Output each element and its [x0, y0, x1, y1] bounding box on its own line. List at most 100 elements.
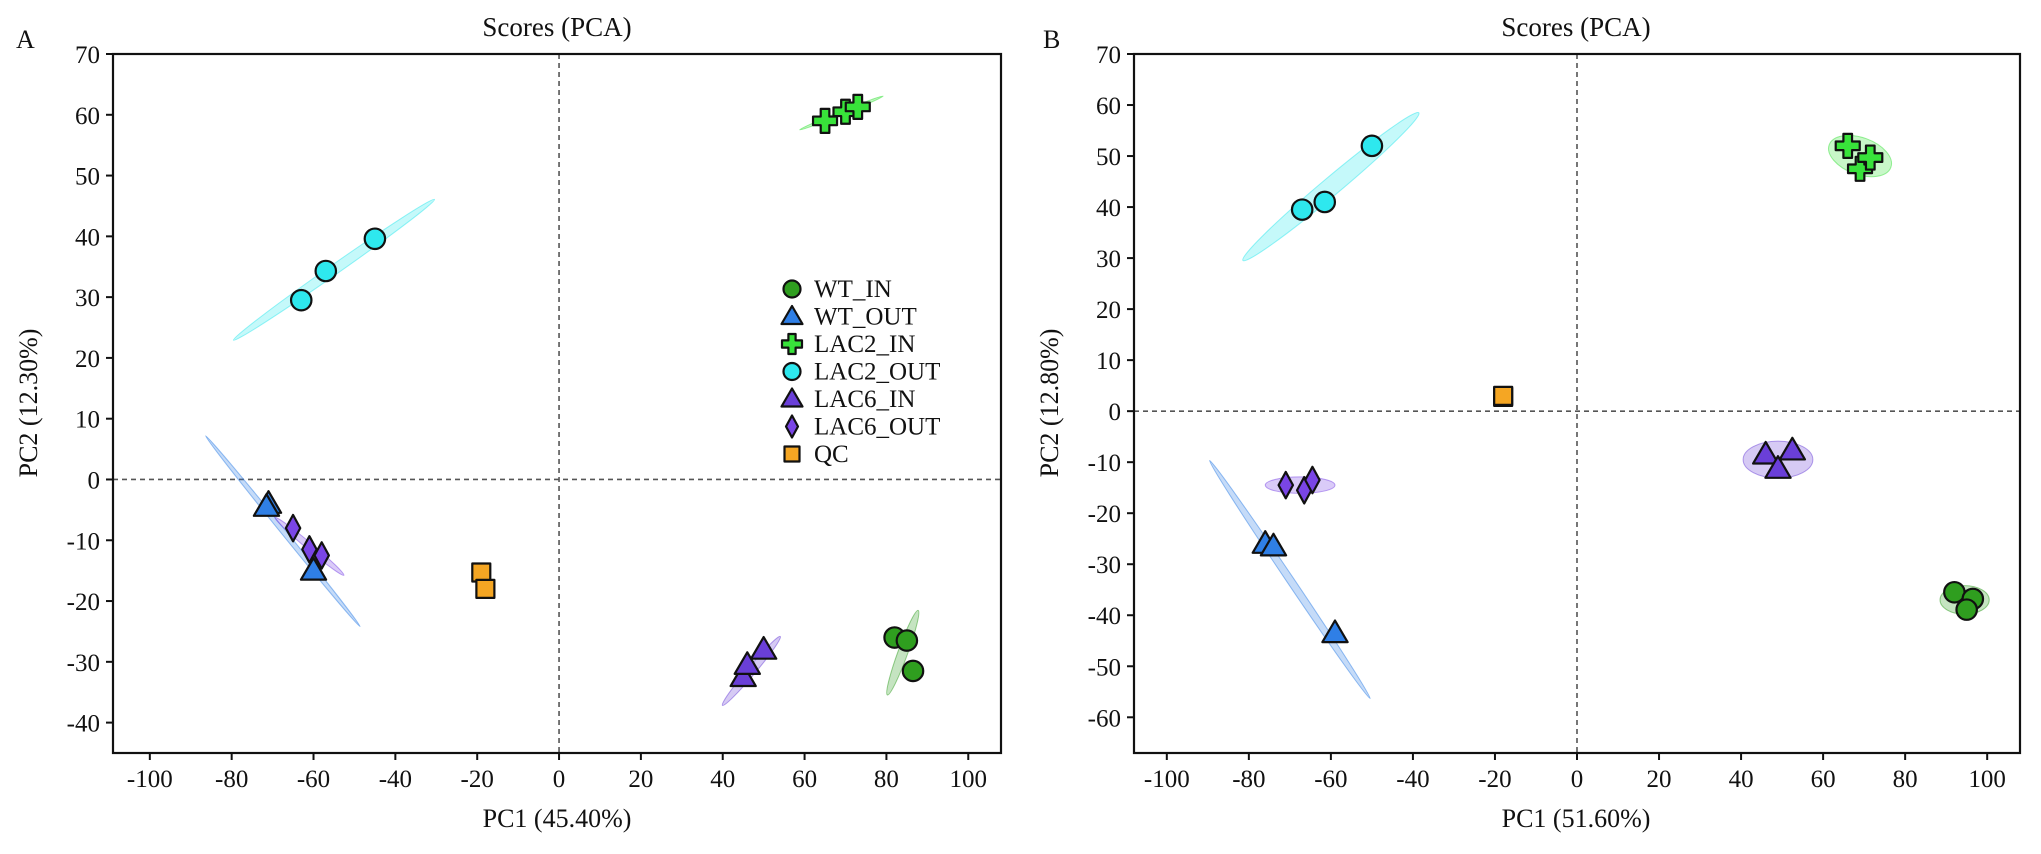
data-point: [811, 107, 839, 134]
y-tick-label: 0: [88, 467, 101, 494]
legend-marker: [782, 361, 802, 382]
y-tick-label: 70: [1096, 42, 1121, 69]
y-tick-label: -60: [1088, 705, 1121, 732]
data-point: [749, 635, 778, 660]
x-axis-label: PC1 (51.60%): [1502, 804, 1651, 833]
y-tick-label: 30: [1096, 246, 1121, 273]
data-point: [1834, 132, 1861, 159]
x-tick-label: 0: [1571, 766, 1584, 793]
y-tick-label: 10: [1096, 348, 1121, 375]
legend-marker: [780, 332, 804, 356]
data-point: [1259, 532, 1288, 557]
x-tick-label: -60: [1314, 766, 1347, 793]
y-tick-label: -30: [67, 650, 100, 677]
legend: WT_INWT_OUTLAC2_INLAC2_OUTLAC6_INLAC6_OU…: [780, 276, 940, 468]
y-tick-label: -10: [67, 528, 100, 555]
y-tick-label: 60: [1096, 93, 1121, 120]
y-tick-label: -10: [1088, 450, 1121, 477]
x-tick-label: 60: [1811, 766, 1836, 793]
x-tick-label: 0: [553, 766, 566, 793]
legend-label: QC: [814, 441, 849, 468]
data-point: [1751, 440, 1780, 465]
x-tick-label: 20: [1647, 766, 1672, 793]
x-tick-label: -80: [215, 766, 248, 793]
data-point: [733, 651, 761, 675]
legend-label: LAC2_IN: [814, 331, 915, 358]
x-tick-label: 60: [792, 766, 817, 793]
y-tick-label: -20: [67, 589, 100, 616]
chart-title: Scores (PCA): [482, 12, 631, 42]
y-tick-label: 10: [75, 407, 100, 434]
data-point: [844, 93, 871, 120]
legend-marker: [780, 387, 804, 408]
legend-label: WT_OUT: [814, 304, 917, 331]
y-tick-label: 20: [75, 346, 100, 373]
x-tick-label: -40: [379, 766, 412, 793]
y-tick-label: -40: [67, 711, 100, 738]
panel-label: A: [16, 25, 35, 54]
y-tick-label: 0: [1109, 399, 1122, 426]
data-point: [1857, 144, 1884, 171]
legend-label: LAC2_OUT: [814, 359, 940, 386]
data-point: [1277, 470, 1295, 500]
data-point: [475, 578, 496, 599]
x-tick-label: 20: [628, 766, 653, 793]
data-point: [1313, 190, 1337, 214]
y-axis-label: PC2 (12.30%): [14, 329, 43, 478]
x-tick-label: 40: [710, 766, 735, 793]
y-tick-label: 40: [1096, 195, 1121, 222]
data-point: [1321, 619, 1349, 644]
x-tick-label: -20: [1478, 766, 1511, 793]
x-tick-label: 40: [1729, 766, 1754, 793]
legend-marker: [783, 445, 801, 463]
data-point: [284, 513, 302, 543]
panel-b: B Scores (PCA) -100 -80 -60 -40 -20 0 20 40 60 80…: [1035, 12, 2022, 833]
data-point: [301, 535, 318, 564]
data-point: [314, 259, 338, 283]
x-tick-label: 100: [950, 766, 988, 793]
y-tick-label: 20: [1096, 297, 1121, 324]
data-point: [299, 556, 328, 581]
y-tick-label: 50: [1096, 144, 1121, 171]
confidence-ellipse: [205, 435, 361, 628]
x-tick-label: -100: [127, 766, 173, 793]
data-point: [1493, 385, 1514, 406]
legend-label: LAC6_OUT: [814, 414, 940, 441]
x-axis-label: PC1 (45.40%): [483, 804, 632, 833]
legend-marker: [782, 279, 802, 299]
y-tick-label: 40: [75, 224, 100, 251]
chart-title: Scores (PCA): [1501, 12, 1650, 42]
panel-label: B: [1043, 25, 1060, 54]
x-tick-label: 80: [874, 766, 899, 793]
x-tick-label: 80: [1893, 766, 1918, 793]
x-tick-label: -100: [1144, 766, 1190, 793]
x-tick-label: 100: [1968, 766, 2006, 793]
data-point: [1846, 155, 1874, 182]
y-tick-label: 30: [75, 285, 100, 312]
y-tick-label: 70: [75, 42, 100, 69]
confidence-ellipse: [1242, 112, 1420, 262]
data-point: [729, 663, 757, 688]
data-point: [471, 562, 492, 583]
legend-label: WT_IN: [814, 276, 892, 303]
y-tick-label: 50: [75, 164, 100, 191]
x-tick-label: -20: [461, 766, 494, 793]
legend-label: LAC6_IN: [814, 386, 915, 413]
legend-marker: [780, 304, 804, 326]
data-point: [1360, 134, 1384, 158]
data-point: [1764, 455, 1792, 479]
data-point: [901, 659, 925, 683]
y-tick-label: -50: [1088, 654, 1121, 681]
x-tick-label: -80: [1232, 766, 1265, 793]
y-axis-label: PC2 (12.80%): [1035, 329, 1064, 478]
y-tick-label: 60: [75, 103, 100, 130]
data-point: [1778, 436, 1807, 461]
confidence-ellipse: [1209, 459, 1371, 700]
y-tick-label: -20: [1088, 501, 1121, 528]
data-point: [289, 288, 313, 312]
y-tick-label: -40: [1088, 603, 1121, 630]
data-point: [363, 227, 387, 251]
data-point: [1943, 580, 1966, 604]
data-point: [895, 629, 919, 652]
